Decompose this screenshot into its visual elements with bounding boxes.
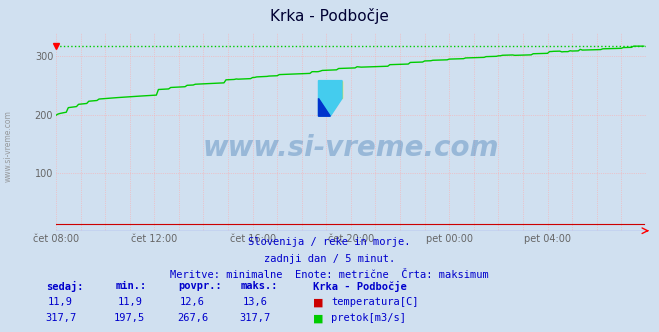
Text: pretok[m3/s]: pretok[m3/s] <box>331 313 407 323</box>
Text: ■: ■ <box>313 298 324 308</box>
Text: zadnji dan / 5 minut.: zadnji dan / 5 minut. <box>264 254 395 264</box>
Polygon shape <box>318 98 330 116</box>
Text: Krka - Podbočje: Krka - Podbočje <box>313 281 407 291</box>
Text: ■: ■ <box>313 314 324 324</box>
Text: 267,6: 267,6 <box>177 313 208 323</box>
Text: www.si-vreme.com: www.si-vreme.com <box>203 134 499 162</box>
Text: 317,7: 317,7 <box>239 313 271 323</box>
Text: min.:: min.: <box>115 281 146 290</box>
Text: 11,9: 11,9 <box>48 297 73 307</box>
Text: Meritve: minimalne  Enote: metrične  Črta: maksimum: Meritve: minimalne Enote: metrične Črta:… <box>170 270 489 280</box>
Text: 197,5: 197,5 <box>114 313 146 323</box>
Text: Krka - Podbočje: Krka - Podbočje <box>270 8 389 24</box>
Text: maks.:: maks.: <box>241 281 278 290</box>
Text: 13,6: 13,6 <box>243 297 268 307</box>
Text: www.si-vreme.com: www.si-vreme.com <box>3 110 13 182</box>
Polygon shape <box>318 81 342 116</box>
Text: 11,9: 11,9 <box>117 297 142 307</box>
Polygon shape <box>330 81 342 98</box>
Text: 317,7: 317,7 <box>45 313 76 323</box>
Text: povpr.:: povpr.: <box>178 281 221 290</box>
Text: 12,6: 12,6 <box>180 297 205 307</box>
Text: temperatura[C]: temperatura[C] <box>331 297 419 307</box>
Text: sedaj:: sedaj: <box>46 281 84 291</box>
Text: Slovenija / reke in morje.: Slovenija / reke in morje. <box>248 237 411 247</box>
